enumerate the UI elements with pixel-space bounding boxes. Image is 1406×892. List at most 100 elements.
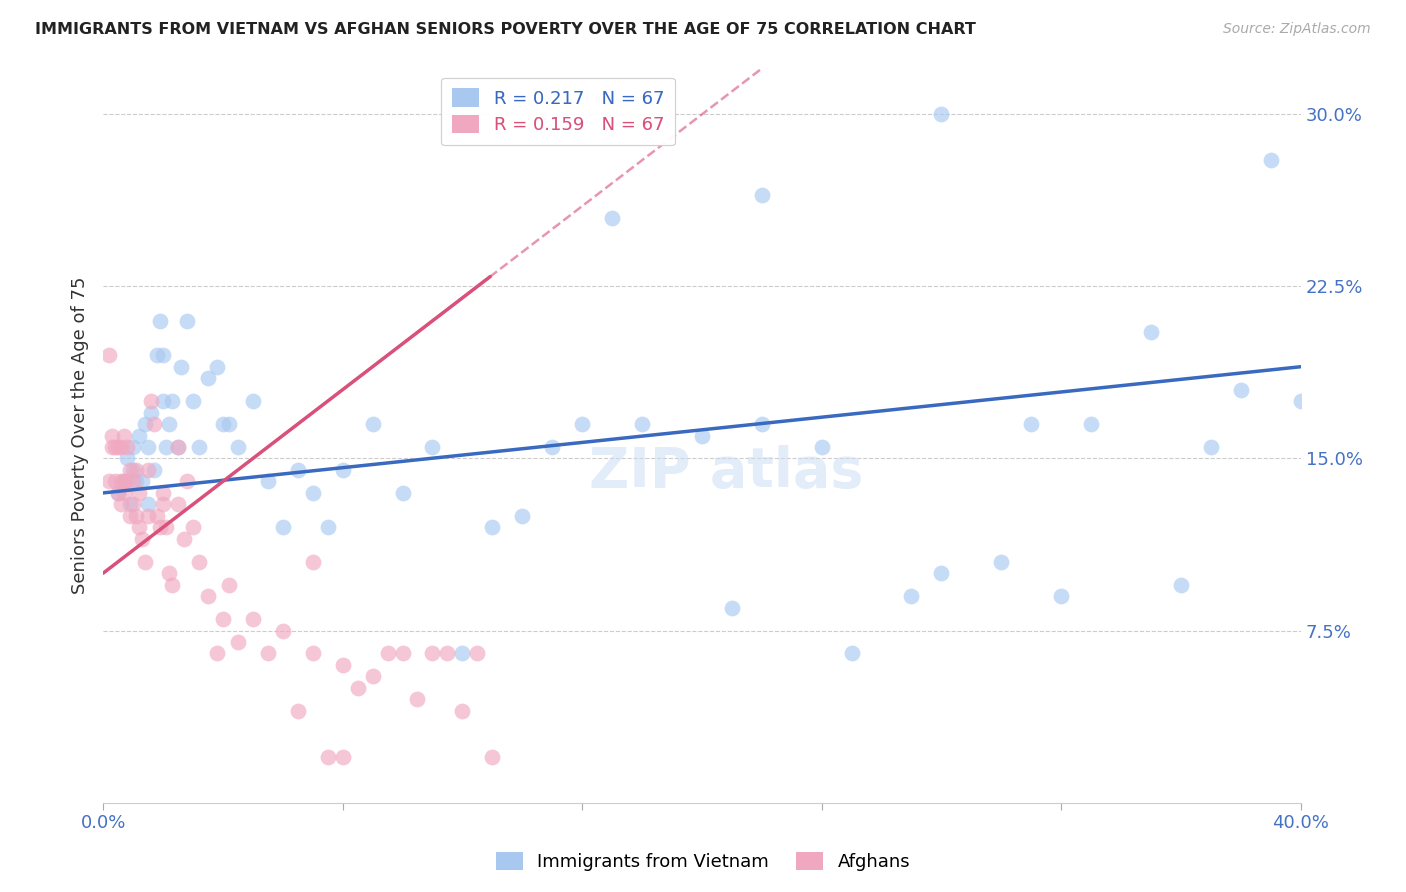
Point (931, 566, 953, 581)
Point (115, 440, 138, 454)
Point (271, 624, 294, 638)
Point (101, 440, 124, 454)
Point (115, 475, 138, 489)
Point (1260, 153, 1282, 168)
Point (155, 520, 177, 534)
Point (301, 555, 323, 569)
Point (122, 475, 145, 489)
Point (810, 440, 832, 454)
Point (751, 417, 773, 431)
Point (167, 440, 190, 454)
Point (152, 497, 174, 511)
Point (205, 647, 228, 661)
Point (152, 348, 174, 362)
Point (197, 371, 219, 385)
Point (931, 107, 953, 121)
Point (451, 647, 474, 661)
Point (107, 486, 129, 500)
Point (157, 417, 180, 431)
Point (600, 211, 623, 225)
Point (173, 532, 195, 546)
Point (112, 486, 135, 500)
Point (125, 463, 148, 477)
Point (131, 532, 153, 546)
Point (256, 647, 278, 661)
Y-axis label: Seniors Poverty Over the Age of 75: Seniors Poverty Over the Age of 75 (72, 277, 89, 594)
Point (110, 497, 132, 511)
Point (176, 475, 198, 489)
Point (287, 704, 309, 718)
Point (143, 463, 166, 477)
Point (152, 394, 174, 409)
Point (101, 428, 124, 442)
Point (167, 497, 190, 511)
Point (120, 463, 142, 477)
Point (160, 394, 183, 409)
Point (146, 348, 169, 362)
Point (157, 566, 180, 581)
Point (436, 647, 458, 661)
Point (1050, 589, 1073, 603)
Point (170, 359, 193, 374)
Point (332, 749, 354, 764)
Point (152, 486, 174, 500)
Point (406, 692, 429, 706)
Point (107, 486, 129, 500)
Point (146, 508, 169, 523)
Point (134, 417, 156, 431)
Point (155, 440, 177, 454)
Point (751, 187, 773, 202)
Point (176, 314, 198, 328)
Point (256, 475, 278, 489)
Point (167, 440, 190, 454)
Point (104, 475, 127, 489)
Point (143, 417, 166, 431)
Point (242, 394, 264, 409)
Point (122, 440, 145, 454)
Point (361, 417, 384, 431)
Point (128, 520, 150, 534)
Point (136, 440, 159, 454)
Point (481, 520, 503, 534)
Point (110, 440, 132, 454)
Point (242, 612, 264, 626)
Point (98, 475, 121, 489)
Point (212, 612, 235, 626)
Point (187, 555, 209, 569)
Point (332, 657, 354, 672)
Point (136, 463, 159, 477)
Point (301, 486, 323, 500)
Point (271, 520, 294, 534)
Point (112, 475, 135, 489)
Point (187, 440, 209, 454)
Point (451, 704, 474, 718)
Point (301, 647, 323, 661)
Point (136, 497, 159, 511)
Point (1229, 383, 1251, 397)
Point (181, 394, 204, 409)
Point (197, 589, 219, 603)
Point (1140, 326, 1163, 340)
Point (422, 647, 444, 661)
Point (122, 463, 145, 477)
Point (136, 508, 159, 523)
Point (139, 406, 162, 420)
Point (1199, 440, 1222, 454)
Point (287, 463, 309, 477)
Point (361, 669, 384, 683)
Point (218, 417, 240, 431)
Point (422, 440, 444, 454)
Point (377, 647, 399, 661)
Point (721, 600, 744, 615)
Point (391, 647, 413, 661)
Point (1080, 417, 1102, 431)
Point (131, 475, 153, 489)
Point (120, 508, 142, 523)
Legend: R = 0.217   N = 67, R = 0.159   N = 67: R = 0.217 N = 67, R = 0.159 N = 67 (441, 78, 675, 145)
Point (510, 508, 533, 523)
Point (316, 520, 339, 534)
Point (125, 508, 148, 523)
Point (134, 555, 156, 569)
Point (104, 440, 127, 454)
Point (218, 577, 240, 591)
